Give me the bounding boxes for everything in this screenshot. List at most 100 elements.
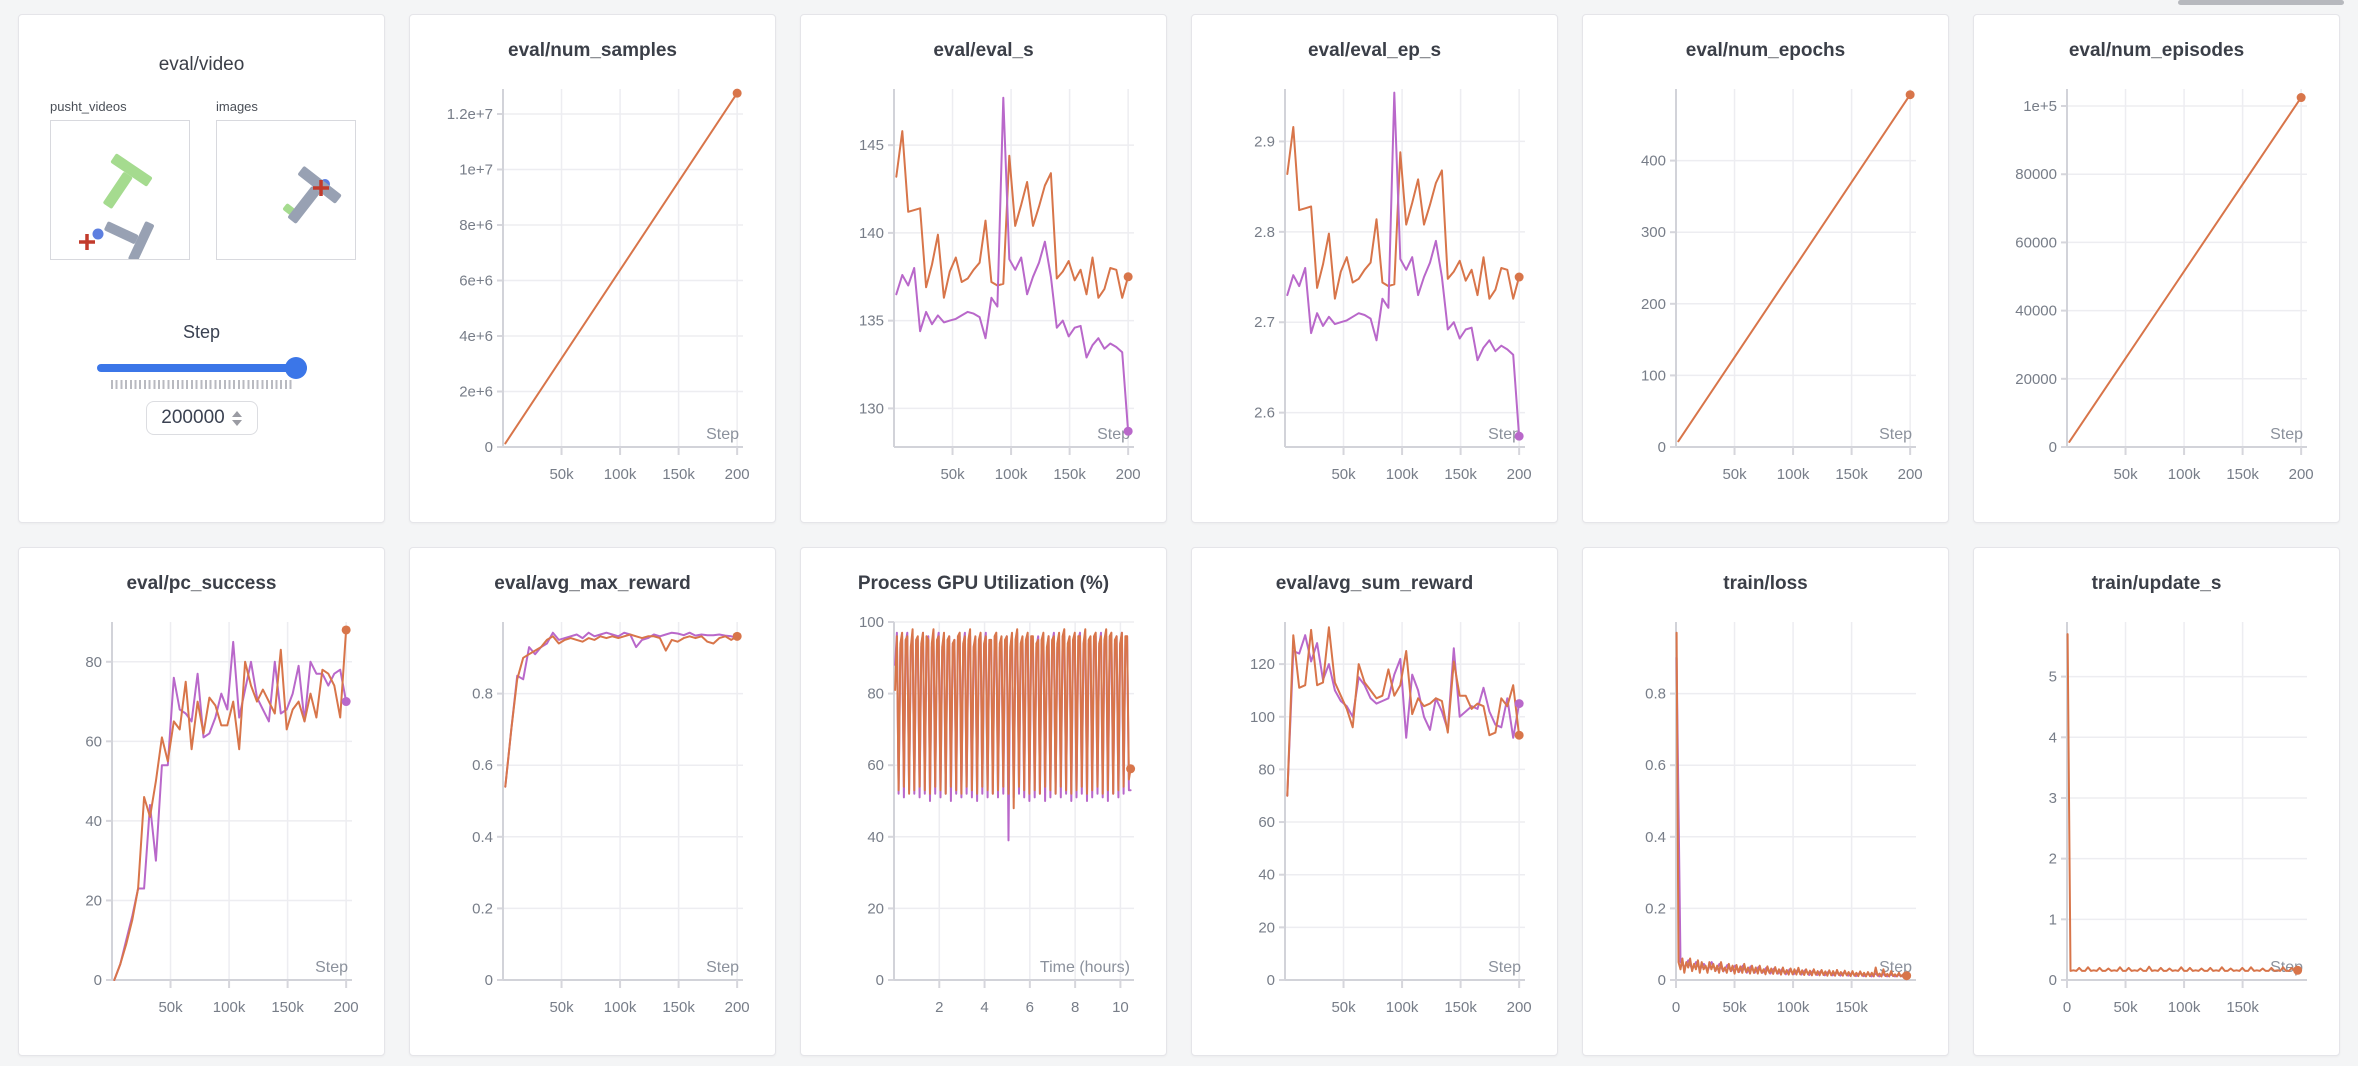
panel-eval-num-epochs[interactable]: eval/num_epochs 0 100 200 300 400 50k 100k 150k 2… (1582, 14, 1949, 523)
svg-text:1.2e+7: 1.2e+7 (447, 106, 493, 123)
svg-text:4: 4 (2049, 729, 2057, 746)
svg-text:100k: 100k (2168, 999, 2201, 1016)
svg-text:100k: 100k (1777, 999, 1810, 1016)
svg-text:Step: Step (315, 959, 348, 976)
spin-up-icon[interactable] (231, 410, 242, 417)
chart-title: train/update_s (2091, 573, 2222, 594)
panel-train-update-s[interactable]: train/update_s 0 1 2 3 4 5 0 50k 100k 150k Step (1973, 547, 2340, 1056)
line-chart: 0 20 40 60 80 100 120 50k 100k 150k 200 Step (1250, 622, 1532, 1016)
svg-text:50k: 50k (158, 999, 183, 1016)
line-chart: 0 2e+6 4e+6 6e+6 8e+6 1e+7 1.2e+7 50k 100k 150k 20… (447, 88, 750, 483)
step-slider-block: Step 200000 (34, 322, 369, 435)
svg-text:100k: 100k (1777, 466, 1810, 483)
panel-eval-eval-ep-s[interactable]: eval/eval_ep_s 2.6 2.7 2.8 2.9 50k 100k 150k 200… (1191, 14, 1558, 523)
step-value: 200000 (161, 407, 225, 428)
svg-text:Step: Step (1488, 959, 1521, 976)
panel-eval-num-samples[interactable]: eval/num_samples 0 2e+6 4e+6 6e+6 8e+6 1e+7 1.2… (409, 14, 776, 523)
chart-title: eval/pc_success (126, 573, 277, 594)
svg-text:6: 6 (1026, 999, 1034, 1016)
svg-text:100: 100 (1250, 709, 1275, 726)
svg-text:50k: 50k (1331, 466, 1356, 483)
svg-text:0: 0 (1658, 439, 1666, 456)
panel-eval-video[interactable]: eval/video pusht_videos (18, 14, 385, 523)
svg-text:200: 200 (1507, 466, 1532, 483)
svg-text:3: 3 (2049, 790, 2057, 807)
slider-handle[interactable] (284, 357, 307, 379)
panel-eval-eval-s[interactable]: eval/eval_s 130 135 140 145 50k 100k 150k 200 Ste… (800, 14, 1167, 523)
svg-text:40: 40 (867, 829, 884, 846)
svg-text:50k: 50k (2113, 999, 2138, 1016)
stepper-spin-buttons[interactable] (231, 410, 242, 426)
svg-text:20: 20 (867, 900, 884, 917)
svg-text:2.9: 2.9 (1254, 133, 1275, 150)
media-item-images: images (216, 99, 356, 260)
svg-text:50k: 50k (549, 999, 574, 1016)
spin-down-icon[interactable] (231, 419, 242, 426)
svg-text:0.4: 0.4 (1645, 829, 1666, 846)
scrollbar-fragment[interactable] (2178, 0, 2344, 5)
svg-text:60: 60 (85, 733, 102, 750)
panel-process-gpu-utilization[interactable]: Process GPU Utilization (%) 0 20 40 60 80 100 2… (800, 547, 1167, 1056)
svg-text:0: 0 (876, 972, 884, 989)
slider-track[interactable] (96, 364, 307, 372)
chart-title: eval/avg_max_reward (494, 573, 691, 594)
svg-text:100k: 100k (604, 999, 637, 1016)
chart-title: eval/num_samples (508, 40, 677, 61)
svg-text:150k: 150k (2226, 999, 2259, 1016)
step-number-input[interactable]: 200000 (145, 401, 258, 435)
svg-text:200: 200 (334, 999, 359, 1016)
images-thumbnail[interactable] (216, 120, 356, 260)
pusht-scene-image (79, 153, 154, 263)
pusht-video-thumbnail[interactable] (50, 120, 190, 263)
step-slider-label: Step (182, 322, 221, 342)
svg-text:200: 200 (725, 466, 750, 483)
panel-train-loss[interactable]: train/loss 0 0.2 0.4 0.6 0.8 0 50k 100k 150k Step (1582, 547, 1949, 1056)
svg-text:100k: 100k (995, 466, 1028, 483)
svg-text:0: 0 (2063, 999, 2071, 1016)
svg-text:130: 130 (859, 400, 884, 417)
panel-eval-num-episodes[interactable]: eval/num_episodes 0 20000 40000 60000 80000 1e… (1973, 14, 2340, 523)
svg-text:2.6: 2.6 (1254, 405, 1275, 422)
svg-text:2.7: 2.7 (1254, 314, 1275, 331)
svg-text:150k: 150k (662, 466, 695, 483)
svg-text:2e+6: 2e+6 (459, 383, 493, 400)
svg-text:50k: 50k (940, 466, 965, 483)
svg-text:Step: Step (1879, 959, 1912, 976)
svg-text:50k: 50k (1722, 999, 1747, 1016)
svg-text:60: 60 (867, 757, 884, 774)
panel-eval-avg-max-reward[interactable]: eval/avg_max_reward 0 0.2 0.4 0.6 0.8 50k 100k 1… (409, 547, 776, 1056)
pusht-scene-image (283, 166, 342, 224)
svg-text:0: 0 (1658, 972, 1666, 989)
media-item-pusht-videos: pusht_videos (50, 99, 190, 263)
svg-text:50k: 50k (2113, 466, 2138, 483)
svg-text:1e+7: 1e+7 (459, 161, 493, 178)
chart-title: eval/avg_sum_reward (1275, 573, 1474, 594)
svg-text:5: 5 (2049, 669, 2057, 686)
svg-text:4: 4 (980, 999, 988, 1016)
svg-text:200: 200 (725, 999, 750, 1016)
svg-text:40: 40 (85, 813, 102, 830)
svg-text:200: 200 (1507, 999, 1532, 1016)
svg-text:Step: Step (1488, 426, 1521, 443)
svg-text:8: 8 (1071, 999, 1079, 1016)
panel-eval-avg-sum-reward[interactable]: eval/avg_sum_reward 0 20 40 60 80 100 120 50k 100… (1191, 547, 1558, 1056)
chart-title: eval/num_episodes (2068, 40, 2245, 61)
step-slider[interactable] (96, 357, 307, 379)
svg-text:1: 1 (2049, 911, 2057, 928)
slider-tick-marks (110, 380, 293, 389)
svg-text:10: 10 (1112, 999, 1129, 1016)
svg-text:0: 0 (2049, 972, 2057, 989)
svg-text:140: 140 (859, 225, 884, 242)
svg-text:Time (hours): Time (hours) (1040, 959, 1130, 976)
agent-dot (92, 228, 104, 240)
svg-text:50k: 50k (549, 466, 574, 483)
svg-text:100k: 100k (2168, 466, 2201, 483)
svg-text:0.8: 0.8 (1645, 686, 1666, 703)
svg-text:8e+6: 8e+6 (459, 217, 493, 234)
panel-eval-pc-success[interactable]: eval/pc_success 0 20 40 60 80 50k 100k 150k 200 St… (18, 547, 385, 1056)
svg-text:100: 100 (859, 614, 884, 631)
svg-text:2.8: 2.8 (1254, 224, 1275, 241)
svg-text:2: 2 (2049, 851, 2057, 868)
svg-text:200: 200 (1898, 466, 1923, 483)
